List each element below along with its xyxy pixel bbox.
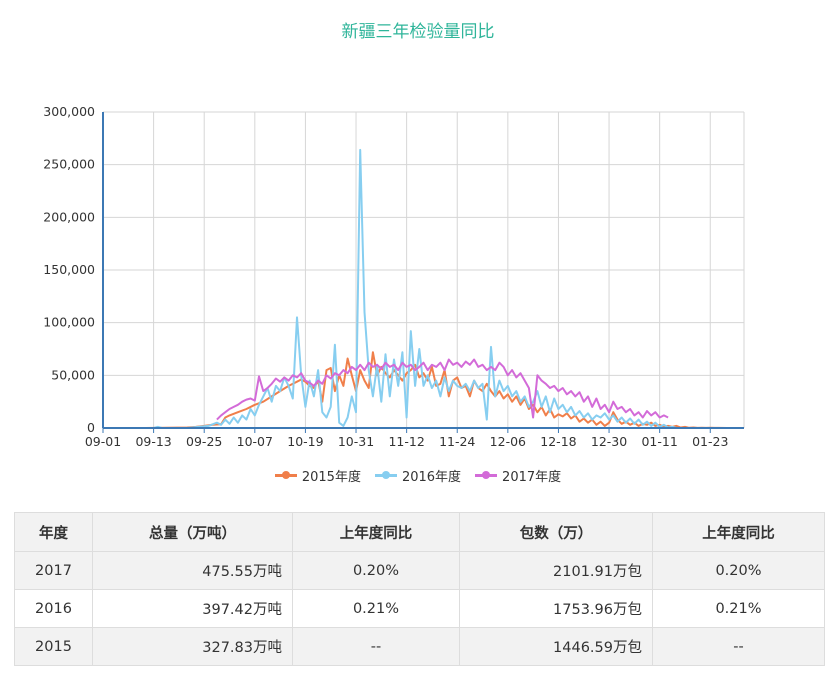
- table-row: 2016 397.42万吨 0.21% 1753.96万包 0.21%: [14, 589, 825, 628]
- chart-legend: 2015年度 2016年度 2017年度: [0, 466, 836, 485]
- legend-swatch-2015: [274, 471, 297, 479]
- x-tick-label: 01-11: [641, 434, 677, 449]
- y-tick-label: 50,000: [51, 367, 95, 382]
- x-tick-label: 10-07: [237, 434, 273, 449]
- table-row: 2017 475.55万吨 0.20% 2101.91万包 0.20%: [14, 551, 825, 590]
- legend-item-2017[interactable]: 2017年度: [475, 466, 561, 485]
- legend-label-2016: 2016年度: [401, 470, 462, 485]
- x-tick-label: 12-18: [540, 434, 576, 449]
- cell-total: 397.42万吨: [92, 589, 293, 628]
- series-line-2017[interactable]: [216, 358, 669, 421]
- header-total: 总量（万吨）: [92, 512, 293, 552]
- header-bales-yoy: 上年度同比: [652, 512, 825, 552]
- table-row: 2015 327.83万吨 -- 1446.59万包 --: [14, 627, 825, 666]
- header-total-yoy: 上年度同比: [292, 512, 460, 552]
- y-tick-label: 0: [87, 420, 95, 435]
- x-tick-label: 11-12: [388, 434, 424, 449]
- y-tick-label: 100,000: [43, 315, 95, 330]
- cell-bales: 2101.91万包: [459, 551, 653, 590]
- x-tick-label: 09-13: [135, 434, 171, 449]
- cell-total: 327.83万吨: [92, 627, 293, 666]
- legend-label-2017: 2017年度: [502, 470, 562, 485]
- chart-series: [103, 148, 744, 429]
- x-tick-label: 12-06: [490, 434, 526, 449]
- legend-item-2015[interactable]: 2015年度: [274, 466, 361, 485]
- cell-bales-yoy: 0.20%: [652, 551, 825, 590]
- x-tick-label: 09-01: [85, 434, 121, 449]
- cell-total: 475.55万吨: [92, 551, 293, 590]
- series-line-2016[interactable]: [103, 148, 744, 429]
- cell-bales: 1446.59万包: [459, 627, 653, 666]
- cell-bales-yoy: 0.21%: [652, 589, 825, 628]
- cell-year: 2017: [14, 551, 93, 590]
- cell-year: 2015: [14, 627, 93, 666]
- cell-bales-yoy: --: [652, 627, 825, 666]
- x-tick-label: 11-24: [439, 434, 475, 449]
- cell-year: 2016: [14, 589, 93, 628]
- legend-label-2015: 2015年度: [301, 470, 361, 485]
- line-chart: 0 50,000 100,000 150,000 200,000 250,000 300,0…: [43, 104, 745, 449]
- y-axis-ticks: 0 50,000 100,000 150,000 200,000 250,000 300,0…: [43, 104, 95, 435]
- chart-title: 新疆三年检验量同比: [341, 22, 495, 42]
- header-bales: 包数（万）: [459, 512, 653, 552]
- y-tick-label: 200,000: [43, 209, 95, 224]
- legend-item-2016[interactable]: 2016年度: [374, 466, 462, 485]
- x-tick-label: 10-31: [338, 434, 374, 449]
- y-tick-label: 300,000: [43, 104, 95, 119]
- chart-axes: [102, 112, 744, 429]
- x-tick-label: 01-23: [692, 434, 728, 449]
- cell-total-yoy: 0.21%: [292, 589, 460, 628]
- summary-table: 年度 总量（万吨） 上年度同比 包数（万） 上年度同比 2017 475.55万…: [14, 512, 825, 666]
- header-year: 年度: [14, 512, 93, 552]
- y-tick-label: 150,000: [43, 262, 95, 277]
- cell-total-yoy: 0.20%: [292, 551, 460, 590]
- table-header-row: 年度 总量（万吨） 上年度同比 包数（万） 上年度同比: [14, 512, 825, 552]
- legend-swatch-2017: [475, 471, 498, 479]
- cell-total-yoy: --: [292, 627, 460, 666]
- y-tick-label: 250,000: [43, 157, 95, 172]
- x-tick-label: 10-19: [287, 434, 323, 449]
- legend-swatch-2016: [374, 471, 397, 479]
- cell-bales: 1753.96万包: [459, 589, 653, 628]
- x-tick-label: 12-30: [591, 434, 627, 449]
- x-axis-ticks: 09-01 09-13 09-25 10-07 10-19 10-31 11-12 11-24…: [85, 428, 728, 449]
- x-tick-label: 09-25: [186, 434, 222, 449]
